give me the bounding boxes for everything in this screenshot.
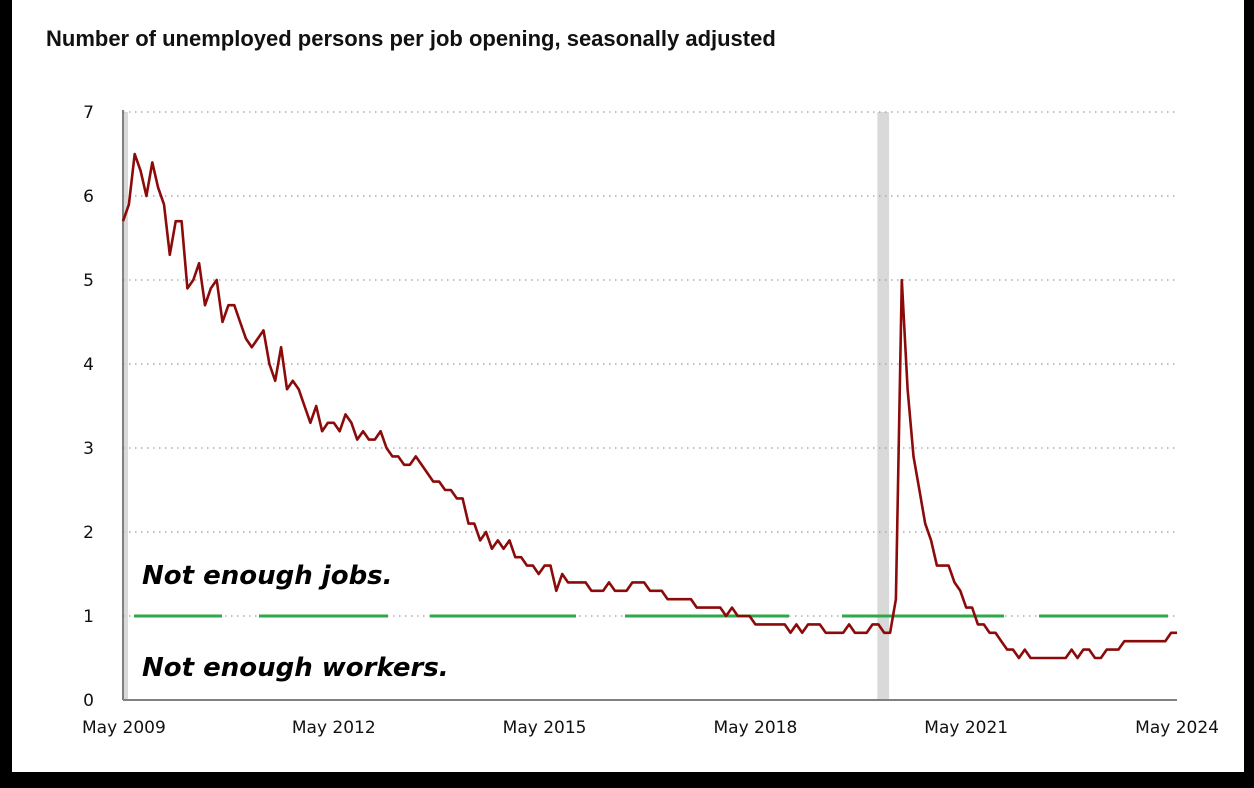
chart-frame: Number of unemployed persons per job ope…	[12, 0, 1244, 772]
annotation-not-enough-jobs: Not enough jobs.	[142, 561, 393, 591]
y-tick-label: 6	[83, 187, 94, 207]
chart-title: Number of unemployed persons per job ope…	[46, 26, 776, 51]
tick-labels: 0 1 2 3 4 5 6 7 May 2009 May 2012 May 2015 May 2018…	[82, 103, 1219, 738]
y-tick-label: 5	[83, 271, 94, 291]
x-tick-label: May 2024	[1135, 718, 1219, 738]
y-tick-label: 7	[83, 103, 94, 123]
annotation-not-enough-workers: Not enough workers.	[142, 653, 449, 683]
y-tick-label: 0	[83, 691, 94, 711]
y-tick-label: 2	[83, 523, 94, 543]
x-tick-label: May 2018	[713, 718, 797, 738]
recession-band	[122, 112, 128, 700]
series-line	[121, 152, 1177, 660]
line-chart: 0 1 2 3 4 5 6 7 May 2009 May 2012 May 2015 May 2018…	[82, 103, 1219, 738]
annotations: Not enough jobs. Not enough workers.	[142, 561, 449, 683]
x-tick-label: May 2012	[292, 718, 376, 738]
x-tick-label: May 2015	[503, 718, 587, 738]
x-tick-label: May 2021	[924, 718, 1008, 738]
y-tick-label: 1	[83, 607, 94, 627]
x-tick-label: May 2009	[82, 718, 166, 738]
axes	[122, 110, 1177, 701]
y-tick-label: 4	[83, 355, 94, 375]
recession-band	[877, 112, 890, 700]
gridlines	[123, 111, 1177, 617]
series-layer	[121, 152, 1177, 660]
y-tick-label: 3	[83, 439, 94, 459]
recession-shading	[122, 112, 890, 700]
